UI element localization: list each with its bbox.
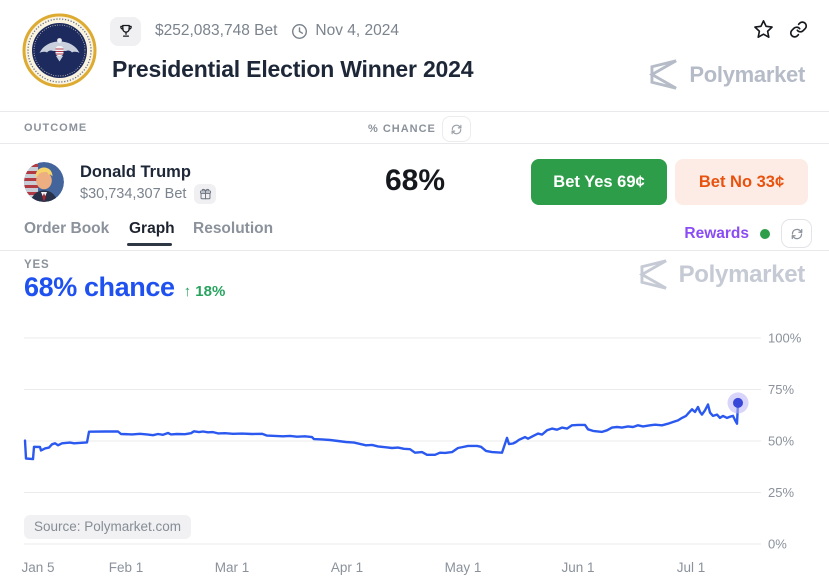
tab-order-book[interactable]: Order Book (24, 220, 110, 237)
link-icon (789, 21, 808, 38)
polymarket-logo-icon (649, 59, 678, 90)
refresh-icon (451, 124, 462, 134)
refresh-chance-button[interactable] (441, 116, 471, 142)
chance-column-header: % CHANCE (368, 123, 436, 135)
polymarket-logo-text: Polymarket (689, 61, 805, 87)
tab-graph[interactable]: Graph (129, 220, 175, 237)
header-divider (0, 111, 829, 112)
polymarket-watermark-text: Polymarket (678, 260, 806, 288)
polymarket-logo-icon (638, 259, 667, 290)
graph-chance-value: 68% chance (24, 272, 175, 302)
graph-chance-delta: ↑ 18% (183, 283, 226, 300)
x-axis-tick-label: Jul 1 (677, 560, 706, 575)
trophy-badge (110, 16, 141, 46)
rewards-link[interactable]: Rewards (684, 224, 749, 242)
header-actions (752, 18, 809, 41)
market-end-date: Nov 4, 2024 (291, 22, 399, 40)
outcome-column-header: OUTCOME (24, 122, 88, 134)
bet-no-button[interactable]: Bet No 33¢ (675, 159, 808, 205)
y-axis-tick-label: 0% (768, 537, 787, 552)
y-axis-tick-label: 25% (768, 485, 794, 500)
total-bet-volume: $252,083,748 Bet (155, 22, 278, 39)
x-axis-tick-label: Jan 5 (21, 560, 54, 575)
outcome-volume-row: $30,734,307 Bet (80, 184, 217, 204)
star-icon (754, 20, 773, 38)
market-meta-row: $252,083,748 Bet Nov 4, 2024 (110, 16, 399, 46)
rewards-group: Rewards (684, 219, 812, 248)
active-tab-underline (127, 243, 172, 246)
source-badge: Source: Polymarket.com (24, 515, 192, 539)
trophy-icon (119, 24, 132, 37)
tabs-divider (0, 250, 829, 251)
y-axis-tick-label: 75% (768, 382, 794, 397)
outcome-volume: $30,734,307 Bet (80, 186, 187, 202)
refresh-rewards-button[interactable] (781, 219, 812, 248)
gift-icon (199, 188, 211, 199)
outcome-chance-value: 68% (384, 164, 446, 197)
y-axis-tick-label: 100% (768, 331, 802, 346)
graph-chance-row: 68% chance ↑ 18% (24, 272, 225, 303)
end-dot[interactable] (733, 397, 743, 408)
presidential-seal-image (22, 13, 97, 88)
clock-icon (292, 23, 308, 39)
market-title: Presidential Election Winner 2024 (112, 56, 474, 82)
x-axis-tick-label: Mar 1 (215, 560, 250, 575)
x-axis-tick-label: Jun 1 (561, 560, 594, 575)
favorite-button[interactable] (752, 18, 775, 41)
chance-column-header-group: % CHANCE (368, 116, 471, 142)
graph-outcome-label: YES (24, 259, 50, 271)
tab-resolution[interactable]: Resolution (193, 220, 274, 237)
share-link-button[interactable] (788, 19, 809, 40)
x-axis-tick-label: Apr 1 (331, 560, 363, 575)
rewards-gift-badge[interactable] (194, 184, 217, 204)
outcome-name: Donald Trump (80, 163, 191, 181)
rewards-active-dot (760, 228, 770, 239)
x-axis-tick-label: Feb 1 (109, 560, 144, 575)
polymarket-watermark: Polymarket (637, 258, 805, 291)
x-axis-tick-label: May 1 (445, 560, 482, 575)
market-date-label: Nov 4, 2024 (315, 22, 399, 39)
donald-trump-avatar (24, 162, 64, 202)
bet-yes-button[interactable]: Bet Yes 69¢ (531, 159, 667, 205)
price-line[interactable] (23, 401, 740, 461)
refresh-icon (791, 228, 802, 239)
table-header-divider (0, 143, 829, 144)
polymarket-logo: Polymarket (647, 58, 805, 91)
y-axis-tick-label: 50% (768, 434, 794, 449)
